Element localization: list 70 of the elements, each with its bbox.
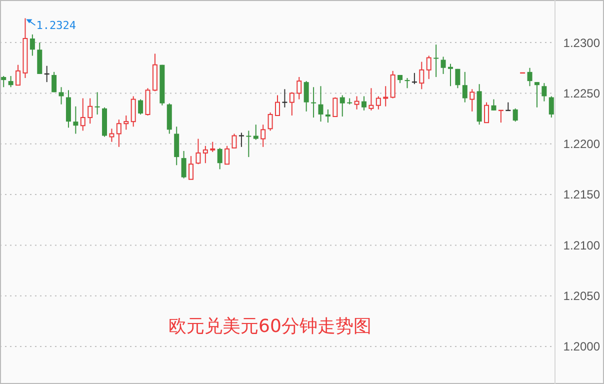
candlestick [311,86,316,118]
candlestick [470,88,475,112]
candlestick [304,80,309,112]
candlestick [318,86,324,122]
candlestick [368,88,374,111]
candlestick [224,145,230,165]
candlestick [210,141,216,152]
candlestick [527,67,532,87]
candlestick [124,115,129,130]
candlestick [462,71,468,103]
y-tick-label: 1.2150 [563,188,600,202]
candlestick [174,126,180,166]
annotation: 1.2324 [36,19,76,32]
candlestick [73,106,78,134]
candlestick [282,88,288,108]
candlestick [361,96,366,111]
candlestick [16,64,21,86]
candlestick [253,124,258,140]
candlestick [94,92,100,115]
candlestick [58,86,64,105]
candlestick [542,82,547,102]
candlestick [455,68,460,89]
candlestick [383,86,388,107]
candlestick [260,124,266,148]
candlestick [440,56,446,74]
text: 欧元兑美元60分钟走势图 [168,316,372,337]
candlestick [332,96,338,118]
candlestick [268,112,273,132]
candlestick [217,147,222,170]
candlestick [130,96,136,128]
candlestick [340,94,345,118]
candlestick [448,63,453,87]
y-tick-label: 1.2050 [563,289,600,304]
candlestick [434,44,439,78]
y-tick-label: 1.2300 [563,36,600,50]
candlestick [80,98,86,132]
candlestick [188,156,194,180]
candlestick [419,61,424,90]
candlestick [376,96,381,110]
candlestick [181,150,186,179]
candlestick [1,75,6,88]
candlestick [232,133,237,148]
y-tick-label: 1.2000 [563,340,600,354]
candlestick [325,108,330,124]
candlestick [354,96,360,110]
candlestick [390,70,396,99]
candlestick [88,98,93,124]
y-tick-label: 1.2250 [563,86,600,100]
candlestick [196,138,201,165]
candlestick [534,82,540,108]
candlestick [138,98,144,115]
candlestick [275,94,280,116]
candlestick [109,128,114,142]
candlestick [491,98,496,111]
candlestick [512,108,518,122]
candlestick [426,55,432,80]
candlestick [116,119,122,148]
candlestick [289,92,294,116]
candlestick [404,78,410,89]
candlestick [484,102,490,124]
candlestick [238,132,245,148]
candlestick [8,75,14,88]
candlestick [296,76,302,100]
candlestick [30,34,35,56]
candlestick [202,145,208,164]
y-tick-label: 1.2200 [563,137,600,152]
candlestick [52,71,57,93]
y-tick-label: 1.2100 [563,238,600,252]
candlestick [246,130,252,158]
candlestick [548,96,554,118]
